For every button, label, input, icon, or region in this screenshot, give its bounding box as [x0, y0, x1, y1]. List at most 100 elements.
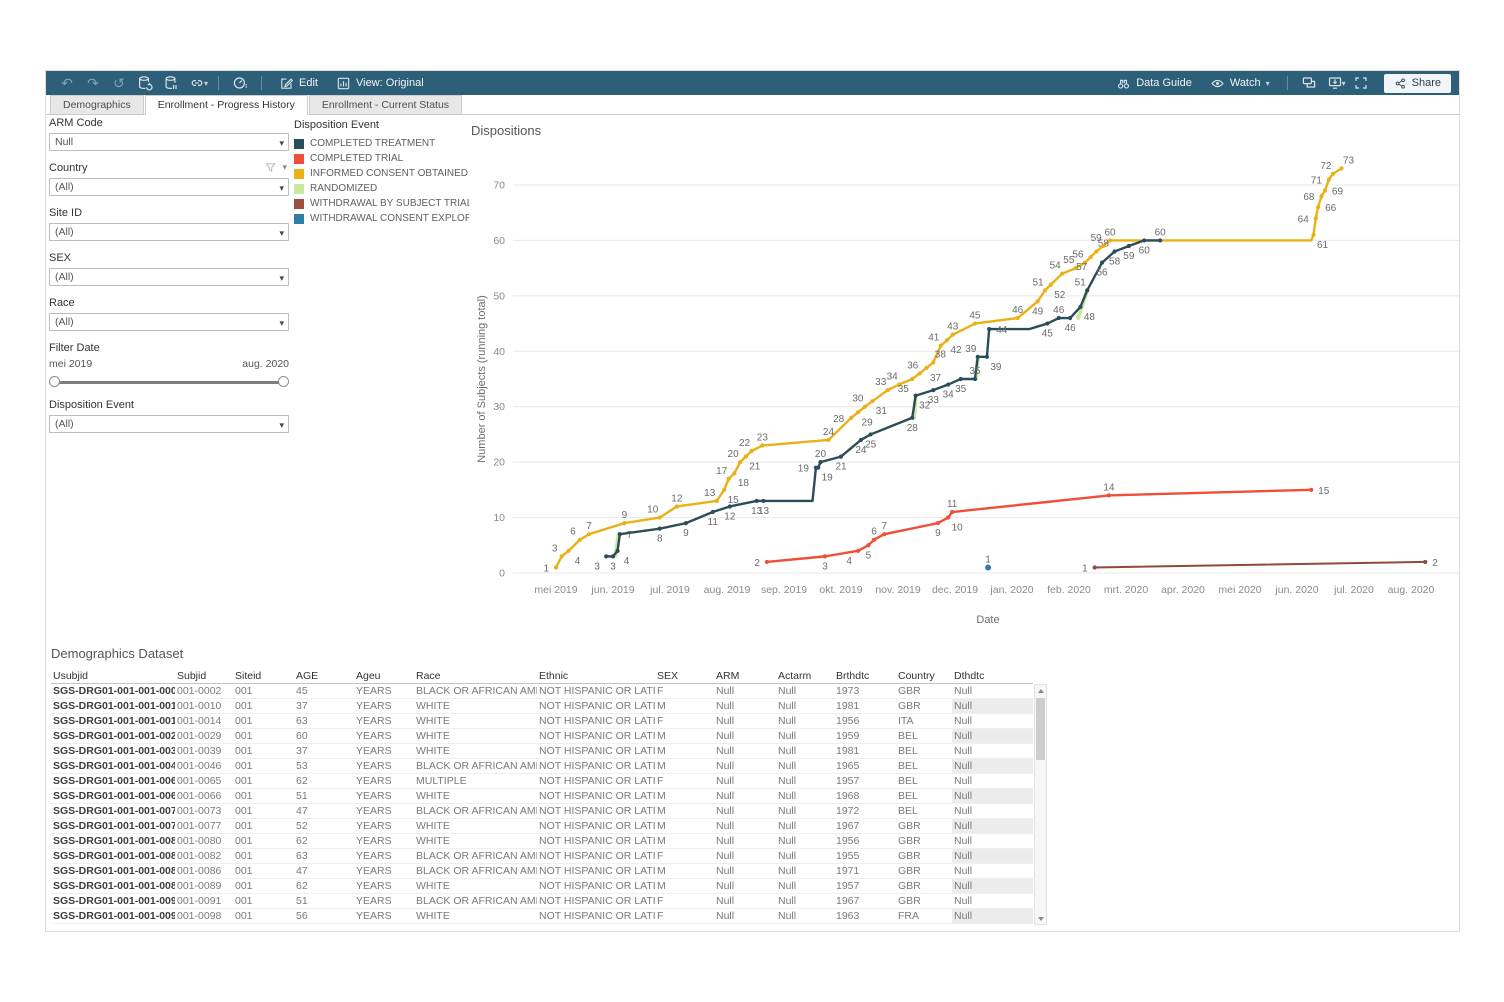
- link-icon[interactable]: [184, 71, 210, 95]
- table-row-id[interactable]: SGS-DRG01-001-001-0098: [51, 910, 175, 924]
- select-caret-icon: ▾: [279, 138, 284, 148]
- dispositions-chart[interactable]: 0 10 20 30 40 50 60 70 mei 2019 jun. 2019 jul. 201…: [471, 121, 1466, 636]
- metrics-icon[interactable]: [227, 71, 253, 95]
- column-header-brthdtc[interactable]: Brthdtc: [834, 668, 896, 684]
- table-cell: YEARS: [354, 684, 414, 699]
- table-cell: 001: [233, 864, 294, 879]
- table-row-id[interactable]: SGS-DRG01-001-001-0002: [51, 685, 175, 699]
- table-cell: Null: [714, 759, 776, 774]
- legend-item-informed-consent-obtained[interactable]: INFORMED CONSENT OBTAINED: [294, 166, 469, 181]
- table-cell: F: [655, 909, 714, 924]
- slider-handle-min[interactable]: [49, 376, 60, 387]
- scroll-down-icon[interactable]: [1035, 913, 1046, 924]
- tab-enrollment-progress-history[interactable]: Enrollment - Progress History: [144, 95, 308, 115]
- svg-text:0: 0: [499, 568, 505, 580]
- series-withdrawal-consent-explor[interactable]: 1: [985, 554, 991, 571]
- watch-button[interactable]: Watch ▾: [1201, 71, 1279, 95]
- fullscreen-icon[interactable]: [1348, 71, 1374, 95]
- table-row-id[interactable]: SGS-DRG01-001-001-0080: [51, 835, 175, 849]
- comments-icon[interactable]: [1296, 71, 1322, 95]
- data-guide-button[interactable]: Data Guide: [1107, 71, 1201, 95]
- scroll-up-icon[interactable]: [1035, 685, 1046, 696]
- edit-button[interactable]: Edit: [270, 71, 327, 95]
- download-caret-icon[interactable]: ▾: [1341, 78, 1346, 88]
- column-header-dthdtc[interactable]: Dthdtc: [952, 668, 1033, 684]
- svg-text:21: 21: [835, 462, 847, 473]
- column-header-subjid[interactable]: Subjid: [175, 668, 233, 684]
- table-cell: 47: [294, 864, 354, 879]
- filter-menu-caret-icon[interactable]: ▾: [282, 162, 287, 172]
- table-cell: 001-0014: [175, 714, 233, 729]
- table-cell: 1981: [834, 699, 896, 714]
- column-header-ethnic[interactable]: Ethnic: [537, 668, 655, 684]
- table-row-id[interactable]: SGS-DRG01-001-001-0082: [51, 850, 175, 864]
- svg-text:6: 6: [871, 527, 877, 538]
- column-header-country[interactable]: Country: [896, 668, 952, 684]
- download-icon[interactable]: [1322, 71, 1348, 95]
- column-header-arm[interactable]: ARM: [714, 668, 776, 684]
- table-row-id[interactable]: SGS-DRG01-001-001-0077: [51, 820, 175, 834]
- series-completed-treatment[interactable]: 3 347 891112131319192021242528323334353539…: [594, 227, 1166, 572]
- filter-label: SEX: [49, 252, 72, 264]
- view-original-button[interactable]: View: Original: [327, 71, 433, 95]
- filter-select-disposition-event[interactable]: (All) ▾: [49, 415, 289, 433]
- table-cell: 1963: [834, 909, 896, 924]
- table-cell: 001-0073: [175, 804, 233, 819]
- svg-text:41: 41: [928, 333, 940, 344]
- column-header-age[interactable]: AGE: [294, 668, 354, 684]
- table-cell: BEL: [896, 804, 952, 819]
- slider-handle-max[interactable]: [278, 376, 289, 387]
- tab-demographics[interactable]: Demographics: [50, 95, 144, 114]
- table-cell: Null: [952, 729, 1033, 744]
- filter-select-race[interactable]: (All) ▾: [49, 313, 289, 331]
- table-cell: 1973: [834, 684, 896, 699]
- undo-icon[interactable]: ↶: [61, 74, 73, 91]
- legend-item-completed-treatment[interactable]: COMPLETED TREATMENT: [294, 136, 469, 151]
- scrollbar-thumb[interactable]: [1036, 698, 1045, 760]
- table-row-id[interactable]: SGS-DRG01-001-001-0065: [51, 775, 175, 789]
- table-row-id[interactable]: SGS-DRG01-001-001-0014: [51, 715, 175, 729]
- table-row-id[interactable]: SGS-DRG01-001-001-0073: [51, 805, 175, 819]
- legend-swatch: [294, 168, 304, 179]
- column-header-ageu[interactable]: Ageu: [354, 668, 414, 684]
- table-row-id[interactable]: SGS-DRG01-001-001-0046: [51, 760, 175, 774]
- link-dropdown-caret-icon[interactable]: ▾: [204, 78, 209, 88]
- legend-item-withdrawal-consent-explor[interactable]: WITHDRAWAL CONSENT EXPLOR...: [294, 211, 469, 226]
- series-withdrawal-by-subject-trial[interactable]: 12: [1082, 558, 1438, 575]
- table-row-id[interactable]: SGS-DRG01-001-001-0091: [51, 895, 175, 909]
- tab-enrollment-current-status[interactable]: Enrollment - Current Status: [308, 95, 463, 114]
- svg-text:11: 11: [947, 499, 958, 510]
- column-header-siteid[interactable]: Siteid: [233, 668, 294, 684]
- share-button[interactable]: Share: [1383, 73, 1451, 93]
- legend-item-withdrawal-by-subject-trial[interactable]: WITHDRAWAL BY SUBJECT TRIAL: [294, 196, 469, 211]
- filter-select-site-id[interactable]: (All) ▾: [49, 223, 289, 241]
- column-header-actarm[interactable]: Actarm: [776, 668, 834, 684]
- refresh-data-icon[interactable]: [132, 71, 158, 95]
- pause-updates-icon[interactable]: [158, 71, 184, 95]
- column-header-sex[interactable]: SEX: [655, 668, 714, 684]
- legend-item-completed-trial[interactable]: COMPLETED TRIAL: [294, 151, 469, 166]
- column-header-race[interactable]: Race: [414, 668, 537, 684]
- redo-icon[interactable]: ↷: [87, 74, 99, 91]
- filter-select-sex[interactable]: (All) ▾: [49, 268, 289, 286]
- filter-select-country[interactable]: (All) ▾: [49, 178, 289, 196]
- svg-text:60: 60: [493, 235, 505, 247]
- filter-select-arm-code[interactable]: Null ▾: [49, 133, 289, 151]
- slider-track[interactable]: [55, 381, 283, 384]
- svg-text:32: 32: [919, 401, 931, 412]
- funnel-icon[interactable]: [265, 162, 277, 173]
- table-row-id[interactable]: SGS-DRG01-001-001-0010: [51, 700, 175, 714]
- revert-icon[interactable]: ↺: [113, 74, 125, 91]
- table-row-id[interactable]: SGS-DRG01-001-001-0089: [51, 880, 175, 894]
- table-row-id[interactable]: SGS-DRG01-001-001-0029: [51, 730, 175, 744]
- table-row-id[interactable]: SGS-DRG01-001-001-0066: [51, 790, 175, 804]
- table-scrollbar[interactable]: [1034, 684, 1047, 925]
- table-row-id[interactable]: SGS-DRG01-001-001-0086: [51, 865, 175, 879]
- legend-item-randomized[interactable]: RANDOMIZED: [294, 181, 469, 196]
- table-row-id[interactable]: SGS-DRG01-001-001-0039: [51, 745, 175, 759]
- table-cell: 1959: [834, 729, 896, 744]
- column-header-usubjid[interactable]: Usubjid: [51, 668, 175, 684]
- table-cell: Null: [776, 864, 834, 879]
